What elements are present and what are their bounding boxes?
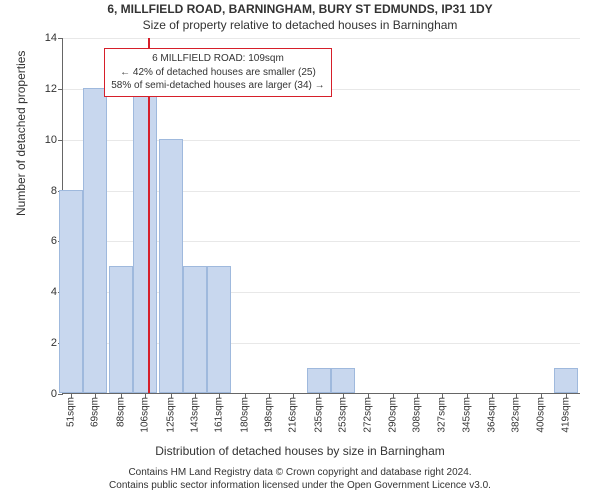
- x-tick-label: 308sqm: [411, 397, 422, 433]
- y-tick-label: 6: [51, 235, 57, 247]
- x-tick-label: 161sqm: [214, 397, 225, 433]
- footer-attribution-1: Contains HM Land Registry data © Crown c…: [0, 467, 600, 480]
- x-tick-label: 345sqm: [461, 397, 472, 433]
- histogram-bar: [109, 266, 133, 393]
- histogram-bar: [133, 62, 157, 393]
- x-tick-label: 235sqm: [313, 397, 324, 433]
- y-tick-label: 8: [51, 185, 57, 197]
- x-axis-label: Distribution of detached houses by size …: [0, 444, 600, 458]
- x-tick-label: 272sqm: [363, 397, 374, 433]
- y-tick-mark: [58, 38, 63, 39]
- x-tick-label: 198sqm: [263, 397, 274, 433]
- histogram-bar: [159, 139, 183, 393]
- y-tick-label: 12: [45, 83, 57, 95]
- chart-title-address: 6, MILLFIELD ROAD, BARNINGHAM, BURY ST E…: [0, 2, 600, 16]
- x-tick-label: 51sqm: [66, 397, 77, 427]
- y-tick-label: 14: [45, 32, 57, 44]
- y-tick-mark: [58, 140, 63, 141]
- annotation-line: 6 MILLFIELD ROAD: 109sqm: [111, 52, 324, 66]
- histogram-bar: [307, 368, 331, 393]
- histogram-bar: [207, 266, 231, 393]
- footer-attribution-2: Contains public sector information licen…: [0, 480, 600, 493]
- x-tick-label: 106sqm: [140, 397, 151, 433]
- x-tick-label: 382sqm: [511, 397, 522, 433]
- y-axis-label: Number of detached properties: [14, 51, 28, 216]
- marker-annotation: 6 MILLFIELD ROAD: 109sqm← 42% of detache…: [104, 48, 331, 97]
- y-tick-mark: [58, 89, 63, 90]
- chart-subtitle: Size of property relative to detached ho…: [0, 18, 600, 32]
- annotation-line: 58% of semi-detached houses are larger (…: [111, 79, 324, 93]
- annotation-line: ← 42% of detached houses are smaller (25…: [111, 66, 324, 80]
- gridline: [63, 38, 580, 39]
- histogram-bar: [331, 368, 355, 393]
- y-tick-mark: [58, 394, 63, 395]
- histogram-bar: [83, 88, 107, 393]
- y-tick-label: 2: [51, 337, 57, 349]
- x-tick-label: 180sqm: [239, 397, 250, 433]
- x-tick-label: 125sqm: [165, 397, 176, 433]
- x-tick-label: 364sqm: [487, 397, 498, 433]
- y-tick-label: 10: [45, 134, 57, 146]
- x-tick-label: 419sqm: [561, 397, 572, 433]
- x-tick-label: 143sqm: [189, 397, 200, 433]
- y-tick-label: 0: [51, 388, 57, 400]
- histogram-bar: [59, 190, 83, 393]
- x-tick-label: 88sqm: [115, 397, 126, 427]
- histogram-bar: [183, 266, 207, 393]
- y-tick-label: 4: [51, 286, 57, 298]
- plot-area: 0246810121451sqm69sqm88sqm106sqm125sqm14…: [62, 38, 580, 394]
- x-tick-label: 400sqm: [535, 397, 546, 433]
- chart-container: { "chart": { "type": "histogram", "title…: [0, 0, 600, 500]
- x-tick-label: 253sqm: [337, 397, 348, 433]
- histogram-bar: [554, 368, 578, 393]
- x-tick-label: 290sqm: [387, 397, 398, 433]
- x-tick-label: 216sqm: [288, 397, 299, 433]
- x-tick-label: 327sqm: [437, 397, 448, 433]
- x-tick-label: 69sqm: [90, 397, 101, 427]
